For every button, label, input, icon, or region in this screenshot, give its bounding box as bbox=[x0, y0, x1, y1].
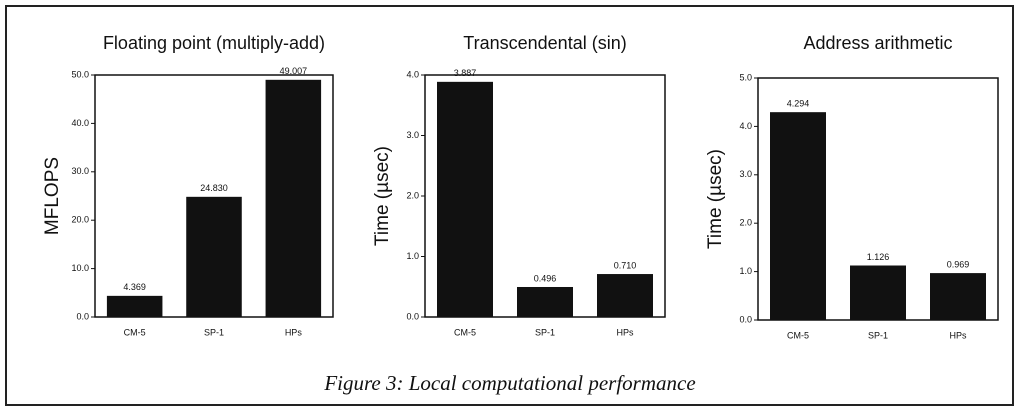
y-tick-label: 50.0 bbox=[71, 69, 89, 79]
y-tick-label: 10.0 bbox=[71, 263, 89, 273]
bar bbox=[770, 112, 826, 320]
y-tick-label: 2.0 bbox=[406, 190, 419, 200]
value-label: 4.369 bbox=[123, 282, 146, 292]
y-tick-label: 0.0 bbox=[739, 314, 752, 324]
chart-title: Floating point (multiply-add) bbox=[103, 33, 325, 53]
chart-title: Transcendental (sin) bbox=[463, 33, 626, 53]
value-label: 0.496 bbox=[534, 273, 557, 283]
x-tick-label: CM-5 bbox=[787, 330, 809, 340]
y-axis-label: Time (µsec) bbox=[372, 146, 393, 246]
y-tick-label: 1.0 bbox=[739, 266, 752, 276]
bar bbox=[597, 274, 653, 317]
y-tick-label: 30.0 bbox=[71, 166, 89, 176]
y-tick-label: 3.0 bbox=[739, 169, 752, 179]
frame bbox=[5, 5, 1014, 406]
value-label: 3.887 bbox=[454, 68, 477, 78]
x-tick-label: SP-1 bbox=[204, 327, 224, 337]
bar bbox=[186, 196, 242, 317]
value-label: 1.126 bbox=[867, 252, 890, 262]
x-tick-label: CM-5 bbox=[124, 327, 146, 337]
y-tick-label: 40.0 bbox=[71, 118, 89, 128]
chart-title: Address arithmetic bbox=[803, 33, 952, 53]
y-axis-label: MFLOPS bbox=[42, 157, 63, 235]
bar bbox=[517, 286, 573, 317]
y-tick-label: 4.0 bbox=[739, 121, 752, 131]
value-label: 0.710 bbox=[614, 260, 637, 270]
x-tick-label: HPs bbox=[616, 327, 634, 337]
bar bbox=[930, 273, 986, 320]
caption: Figure 3: Local computational performanc… bbox=[323, 371, 695, 395]
bar bbox=[437, 81, 493, 317]
y-tick-label: 20.0 bbox=[71, 215, 89, 225]
bar bbox=[265, 79, 322, 317]
y-tick-label: 3.0 bbox=[406, 130, 419, 140]
x-tick-label: HPs bbox=[949, 330, 967, 340]
y-tick-label: 0.0 bbox=[406, 311, 419, 321]
value-label: 49.007 bbox=[280, 66, 308, 76]
y-tick-label: 0.0 bbox=[76, 311, 89, 321]
y-axis-label: Time (µsec) bbox=[705, 149, 726, 249]
x-tick-label: CM-5 bbox=[454, 327, 476, 337]
value-label: 0.969 bbox=[947, 259, 970, 269]
bar bbox=[850, 265, 906, 320]
y-tick-label: 2.0 bbox=[739, 218, 752, 228]
value-label: 4.294 bbox=[787, 99, 810, 109]
value-label: 24.830 bbox=[200, 183, 228, 193]
x-tick-label: HPs bbox=[285, 327, 303, 337]
y-tick-label: 1.0 bbox=[406, 251, 419, 261]
y-tick-label: 4.0 bbox=[406, 69, 419, 79]
x-tick-label: SP-1 bbox=[868, 330, 888, 340]
y-tick-label: 5.0 bbox=[739, 72, 752, 82]
x-tick-label: SP-1 bbox=[535, 327, 555, 337]
bar bbox=[106, 295, 163, 317]
